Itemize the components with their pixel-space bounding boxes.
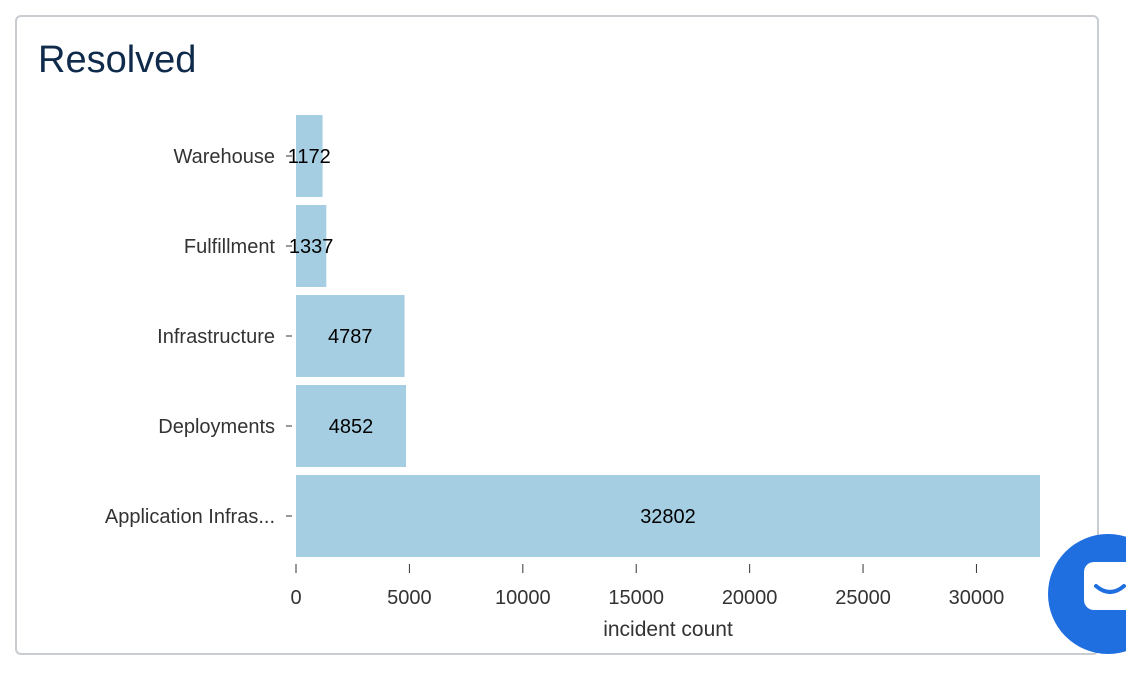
data-label: 1337 [289, 236, 334, 258]
value-axis: 0 5000 10000 15000 20000 25000 30000 [290, 564, 1004, 609]
x-tick-label: 0 [290, 587, 301, 609]
category-label: Deployments [158, 416, 275, 438]
data-label: 4787 [328, 326, 373, 348]
data-label: 4852 [329, 416, 374, 438]
bar [296, 475, 1040, 557]
category-label: Infrastructure [157, 326, 275, 348]
bar [296, 295, 405, 377]
card-title: Resolved [38, 39, 197, 81]
data-label: 1172 [288, 146, 331, 168]
x-tick-label: 20000 [722, 587, 778, 609]
x-tick-label: 25000 [835, 587, 891, 609]
x-tick-label: 10000 [495, 587, 551, 609]
data-labels-group: 1172 1337 4787 4852 32802 [288, 146, 696, 528]
bar [296, 115, 323, 197]
x-tick-label: 5000 [387, 587, 432, 609]
bars-group [296, 115, 1040, 557]
x-tick-label: 30000 [949, 587, 1005, 609]
category-axis: Warehouse Fulfillment Infrastructure Deploy… [105, 146, 292, 528]
bar [296, 205, 327, 287]
x-tick-label: 15000 [608, 587, 664, 609]
category-label: Fulfillment [184, 236, 276, 258]
x-axis-title: incident count [603, 618, 733, 641]
bar [296, 385, 407, 467]
data-label: 32802 [640, 506, 696, 528]
category-label: Warehouse [173, 146, 275, 168]
chat-icon [1084, 562, 1126, 610]
category-label: Application Infras... [105, 506, 275, 528]
